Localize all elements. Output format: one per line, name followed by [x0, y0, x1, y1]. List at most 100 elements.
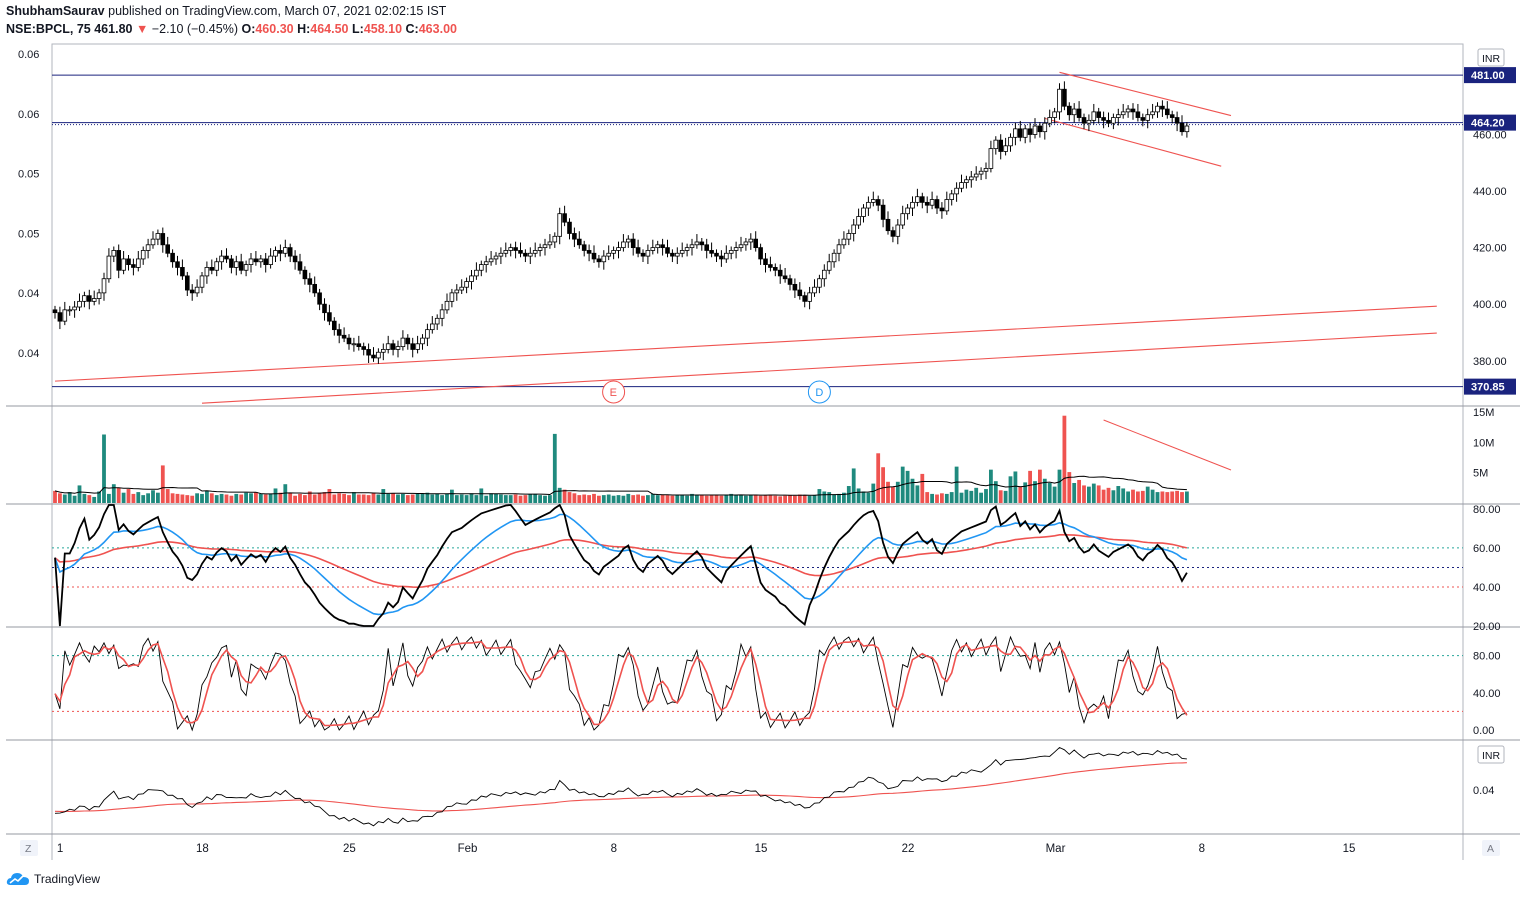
candle[interactable]: [875, 195, 881, 212]
volume-bar[interactable]: [293, 495, 297, 503]
volume-bar[interactable]: [214, 495, 219, 503]
volume-bar[interactable]: [508, 495, 513, 503]
candle[interactable]: [287, 243, 293, 263]
volume-bar[interactable]: [92, 496, 97, 503]
candle[interactable]: [1008, 133, 1013, 152]
volume-bar[interactable]: [979, 492, 983, 503]
candle[interactable]: [719, 250, 724, 267]
candle[interactable]: [268, 248, 273, 269]
volume-bar[interactable]: [396, 494, 400, 503]
volume-bar[interactable]: [601, 495, 606, 503]
event-marker[interactable]: [807, 380, 831, 404]
candle[interactable]: [871, 191, 876, 207]
volume-bar[interactable]: [366, 495, 371, 503]
volume-bar[interactable]: [410, 494, 415, 503]
volume-bar[interactable]: [53, 490, 57, 503]
volume-bar[interactable]: [631, 495, 636, 503]
candle[interactable]: [376, 348, 381, 364]
candle[interactable]: [361, 342, 366, 356]
candle[interactable]: [885, 211, 891, 235]
volume-bar[interactable]: [82, 493, 87, 503]
candle[interactable]: [429, 316, 435, 334]
volume-bar[interactable]: [322, 492, 327, 503]
author-name[interactable]: ShubhamSaurav: [6, 4, 105, 18]
volume-bar[interactable]: [87, 495, 92, 503]
candle[interactable]: [577, 231, 582, 249]
volume-bar[interactable]: [1077, 479, 1081, 503]
volume-bar[interactable]: [1150, 489, 1155, 503]
volume-bar[interactable]: [1160, 491, 1165, 503]
volume-bar[interactable]: [886, 481, 890, 503]
candle[interactable]: [170, 249, 175, 268]
candle[interactable]: [371, 347, 376, 362]
volume-bar[interactable]: [435, 493, 440, 503]
volume-bar[interactable]: [234, 493, 239, 503]
volume-bar[interactable]: [1126, 491, 1130, 503]
candle[interactable]: [131, 258, 136, 276]
volume-bar[interactable]: [160, 465, 165, 503]
volume-bar[interactable]: [695, 495, 699, 503]
candle[interactable]: [238, 253, 244, 275]
candle[interactable]: [322, 298, 327, 321]
candle[interactable]: [753, 231, 758, 252]
candle[interactable]: [175, 255, 180, 276]
volume-bar[interactable]: [1175, 490, 1179, 503]
volume-bar[interactable]: [503, 495, 508, 503]
candle[interactable]: [728, 246, 734, 260]
candle[interactable]: [861, 204, 866, 223]
candle[interactable]: [929, 191, 935, 210]
candle[interactable]: [645, 244, 651, 265]
candle[interactable]: [557, 207, 562, 245]
candle[interactable]: [826, 253, 832, 275]
volume-bar[interactable]: [846, 486, 851, 503]
volume-bar[interactable]: [665, 495, 670, 503]
volume-bar[interactable]: [1028, 470, 1032, 503]
volume-bar[interactable]: [268, 493, 273, 503]
candle[interactable]: [493, 252, 499, 265]
candle[interactable]: [851, 219, 856, 242]
volume-bar[interactable]: [1101, 489, 1106, 503]
volume-bar[interactable]: [1165, 492, 1170, 503]
volume-bar[interactable]: [347, 495, 351, 503]
candle[interactable]: [478, 260, 484, 277]
volume-bar[interactable]: [136, 492, 141, 503]
volume-bar[interactable]: [116, 487, 121, 503]
volume-bar[interactable]: [993, 481, 998, 503]
candle[interactable]: [101, 272, 107, 301]
candle[interactable]: [292, 250, 298, 270]
volume-bar[interactable]: [327, 489, 332, 503]
volume-bar[interactable]: [131, 493, 136, 503]
candle[interactable]: [684, 243, 690, 257]
candle[interactable]: [1125, 105, 1131, 118]
volume-bar[interactable]: [312, 494, 317, 503]
candle[interactable]: [449, 288, 455, 308]
volume-bar[interactable]: [1096, 485, 1101, 503]
candle[interactable]: [415, 335, 420, 354]
candle[interactable]: [160, 227, 166, 253]
candle[interactable]: [1022, 124, 1028, 144]
volume-bar[interactable]: [1047, 482, 1052, 503]
volume-bar[interactable]: [616, 495, 621, 503]
candle[interactable]: [973, 166, 979, 181]
volume-bar[interactable]: [244, 492, 248, 503]
candle[interactable]: [336, 323, 342, 344]
trend-line[interactable]: [1044, 117, 1222, 167]
volume-bar[interactable]: [219, 493, 224, 503]
candle[interactable]: [356, 335, 362, 351]
candle[interactable]: [341, 327, 347, 343]
candle[interactable]: [920, 192, 925, 209]
volume-bar[interactable]: [704, 495, 709, 503]
candle[interactable]: [635, 239, 641, 258]
volume-bar[interactable]: [1111, 490, 1116, 503]
candle[interactable]: [1037, 122, 1043, 138]
candle[interactable]: [738, 236, 744, 252]
volume-bar[interactable]: [1091, 483, 1096, 503]
volume-bar[interactable]: [258, 493, 263, 503]
volume-bar[interactable]: [528, 494, 533, 503]
volume-bar[interactable]: [1072, 482, 1077, 503]
volume-bar[interactable]: [229, 495, 234, 503]
volume-bar[interactable]: [454, 495, 459, 503]
candle[interactable]: [312, 276, 317, 297]
volume-bar[interactable]: [376, 494, 381, 503]
volume-bar[interactable]: [940, 493, 944, 503]
